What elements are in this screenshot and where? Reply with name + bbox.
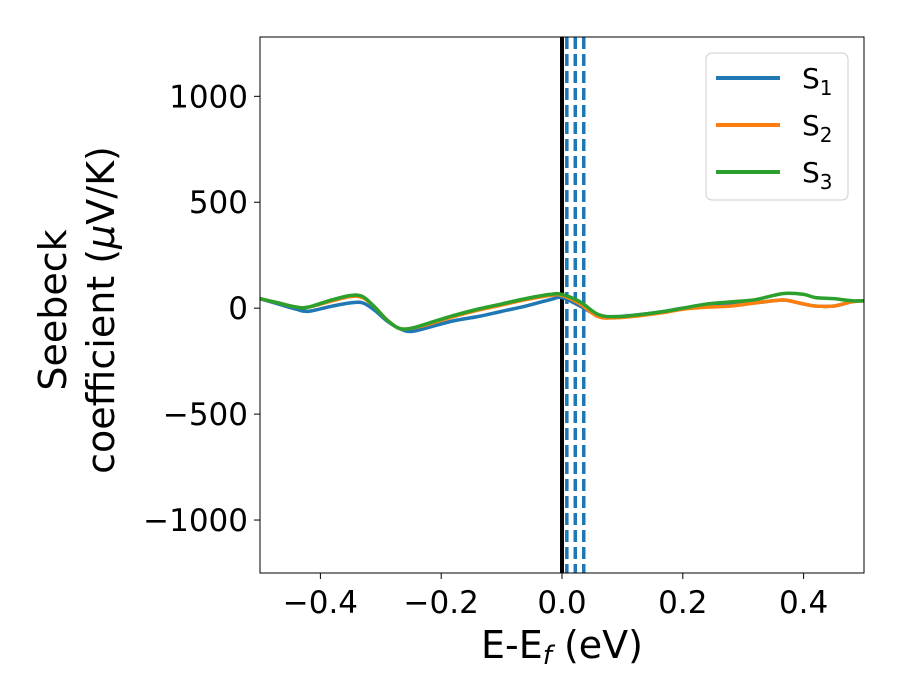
- series-lines: [260, 291, 864, 334]
- y-axis-title-line1: Seebeck: [31, 229, 75, 390]
- legend: S1 S2 S3: [705, 52, 849, 201]
- y-tick-label: 500: [189, 185, 248, 221]
- legend-label-s2: S2: [802, 109, 833, 147]
- y-tick-label: −1000: [143, 503, 248, 539]
- y-tick-label: 1000: [169, 79, 248, 115]
- y-tick-label: −500: [163, 397, 248, 433]
- y-axis-title: Seebeck coefficient (μV/K): [31, 146, 123, 474]
- x-tick-label: −0.4: [283, 585, 358, 621]
- x-axis-title: E-Ef (eV): [481, 623, 643, 671]
- series-line-s3: [260, 291, 864, 331]
- vertical-reference-lines: [560, 37, 586, 573]
- y-axis-ticks: 1000 500 0 −500 −1000: [143, 79, 260, 539]
- legend-label-s3: S3: [802, 156, 833, 194]
- y-axis-title-line2: coefficient (μV/K): [79, 146, 123, 474]
- legend-label-s1: S1: [802, 62, 833, 100]
- x-tick-label: −0.2: [404, 585, 479, 621]
- x-tick-label: 0.2: [658, 585, 707, 621]
- x-axis-ticks: −0.4 −0.2 0.0 0.2 0.4: [283, 573, 828, 621]
- x-tick-label: 0.0: [537, 585, 586, 621]
- y-tick-label: 0: [228, 291, 248, 327]
- x-tick-label: 0.4: [779, 585, 828, 621]
